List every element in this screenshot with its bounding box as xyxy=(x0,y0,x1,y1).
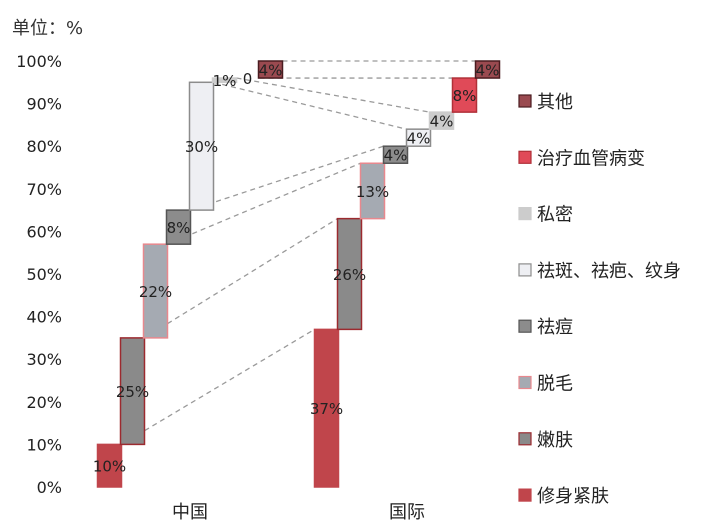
x-tick-label: 国际 xyxy=(389,502,425,523)
legend-label: 祛斑、祛疤、纹身 xyxy=(537,261,681,282)
data-label: 8% xyxy=(453,87,477,105)
y-tick-label: 80% xyxy=(26,137,62,156)
bar xyxy=(313,328,340,488)
y-tick-label: 20% xyxy=(26,393,62,412)
connector-line xyxy=(190,145,384,211)
y-tick-label: 50% xyxy=(26,265,62,284)
y-tick-label: 0% xyxy=(37,478,62,497)
legend-swatch xyxy=(518,319,532,333)
bar xyxy=(165,209,192,245)
legend-label: 私密 xyxy=(537,205,573,226)
data-label: 25% xyxy=(116,383,149,401)
data-label: 22% xyxy=(139,283,172,301)
data-label: 4% xyxy=(407,130,431,148)
legend-swatch xyxy=(518,207,532,221)
legend-label: 嫩肤 xyxy=(537,430,573,451)
bar xyxy=(188,81,215,211)
y-tick-label: 10% xyxy=(26,435,62,454)
data-label: 4% xyxy=(476,62,500,80)
legend-swatch xyxy=(518,94,532,108)
legend-label: 脱毛 xyxy=(537,374,573,395)
y-tick-label: 30% xyxy=(26,350,62,369)
data-label: 1% xyxy=(213,72,237,90)
y-tick-label: 90% xyxy=(26,95,62,114)
legend-label: 治疗血管病变 xyxy=(537,148,645,169)
bar xyxy=(474,60,501,79)
legend-swatch xyxy=(518,432,532,446)
bar xyxy=(428,111,455,130)
data-label: 0 xyxy=(243,70,253,88)
x-tick-label: 中国 xyxy=(172,502,208,523)
legend-swatch xyxy=(518,488,532,502)
connector-line xyxy=(144,218,338,339)
y-tick-label: 60% xyxy=(26,222,62,241)
bar xyxy=(405,128,432,147)
legend-swatch xyxy=(518,375,532,390)
data-label: 4% xyxy=(384,147,408,165)
bar xyxy=(96,443,123,488)
y-tick-label: 40% xyxy=(26,308,62,327)
legend-label: 修身紧肤 xyxy=(537,486,609,507)
data-label: 37% xyxy=(310,400,343,418)
legend-swatch xyxy=(518,263,532,277)
connector-line xyxy=(121,328,315,445)
y-tick-label: 70% xyxy=(26,180,62,199)
connector-line xyxy=(167,162,361,245)
bar xyxy=(142,243,169,339)
data-label: 4% xyxy=(259,62,283,80)
legend-label: 祛痘 xyxy=(537,317,573,338)
bar xyxy=(211,77,238,84)
bar xyxy=(359,162,386,220)
bar xyxy=(336,217,363,331)
data-label: 26% xyxy=(333,266,366,284)
data-label: 10% xyxy=(93,458,126,476)
unit-label: 单位：% xyxy=(12,18,84,39)
bar xyxy=(451,77,478,113)
connector-line xyxy=(213,81,407,130)
data-label: 13% xyxy=(356,183,389,201)
connector-line xyxy=(236,77,430,113)
y-tick-label: 100% xyxy=(16,52,62,71)
bar xyxy=(382,145,409,164)
legend-label: 其他 xyxy=(537,92,573,113)
bar xyxy=(257,60,284,79)
data-label: 8% xyxy=(167,219,191,237)
data-label: 30% xyxy=(185,138,218,156)
data-label: 4% xyxy=(430,113,454,131)
bar xyxy=(119,337,146,446)
legend-swatch xyxy=(518,150,532,164)
